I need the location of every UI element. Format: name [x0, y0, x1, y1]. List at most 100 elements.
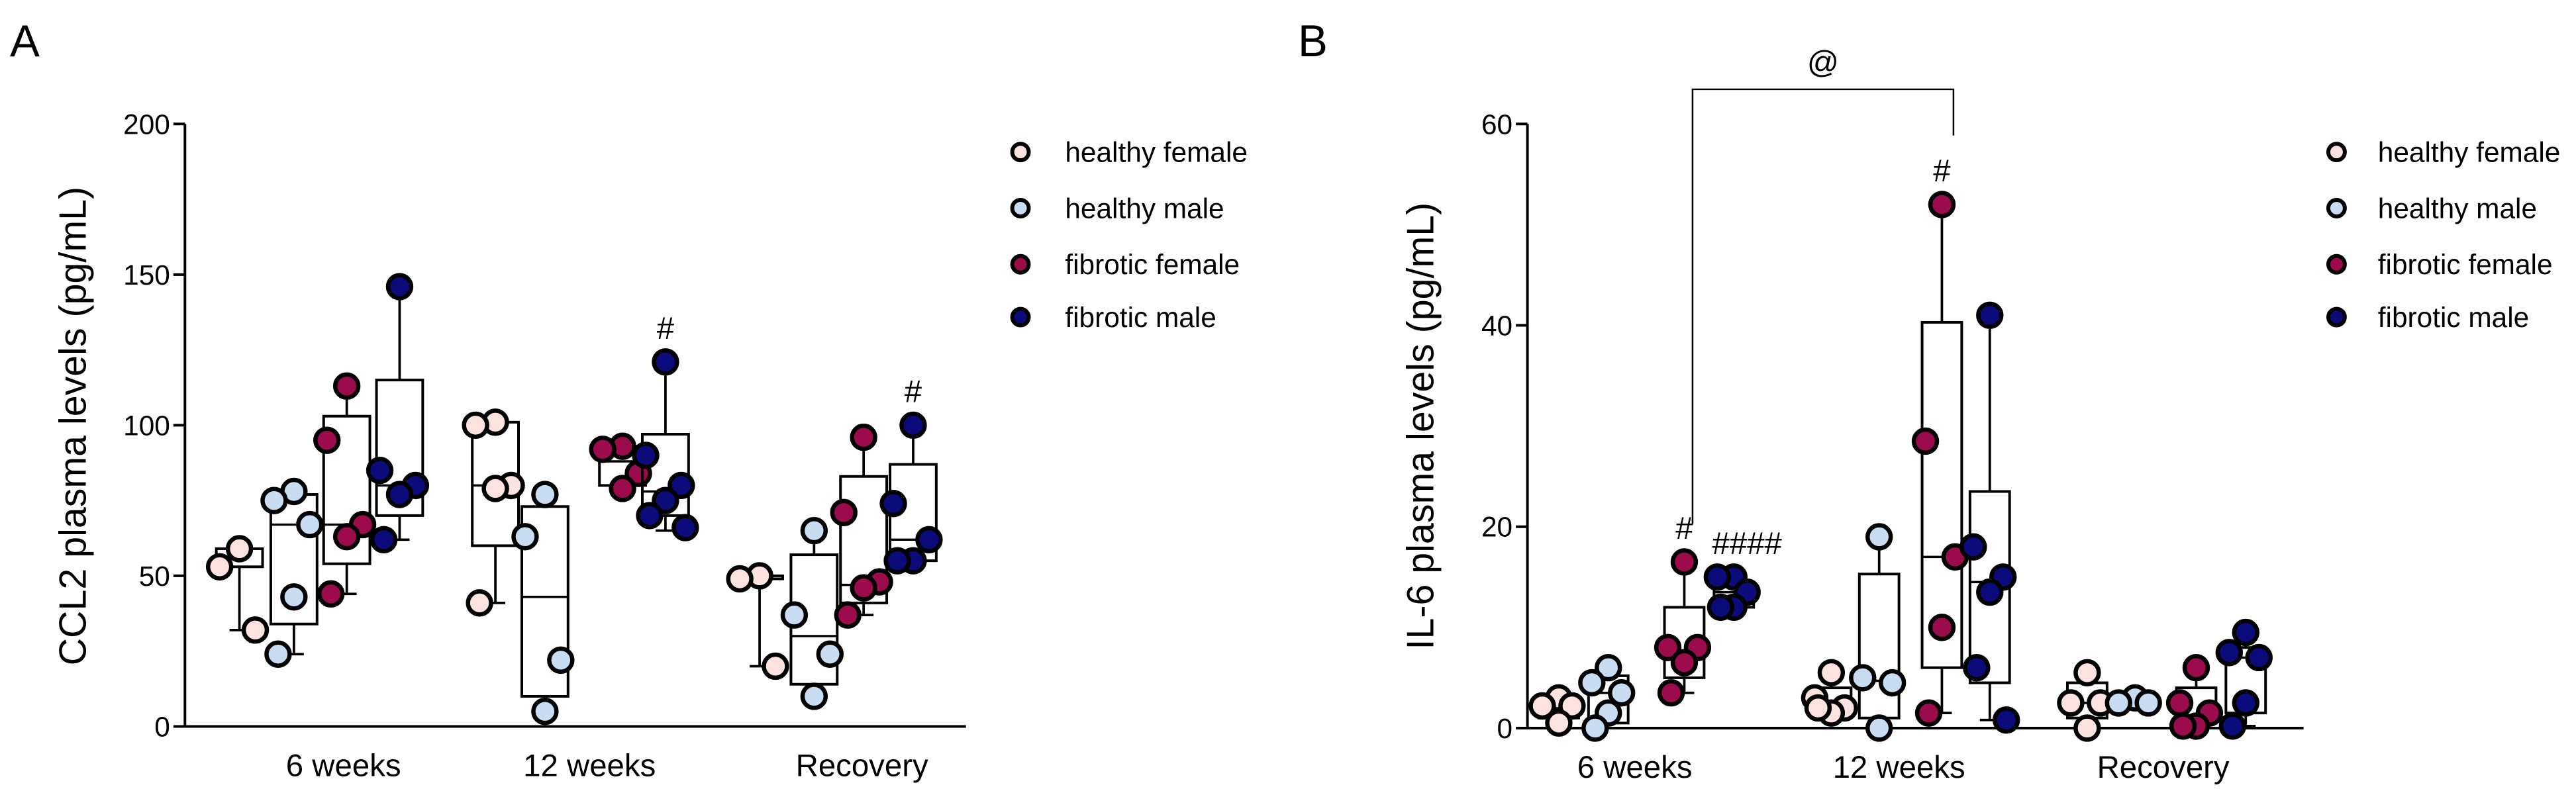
legend-marker: [1010, 198, 1031, 218]
data-point: [2105, 689, 2132, 717]
data-point: [1911, 427, 1940, 455]
data-point: [609, 475, 636, 502]
box-healthy-male: [260, 477, 324, 668]
data-point: [879, 490, 907, 518]
box-healthy-female: [2057, 659, 2114, 742]
y-tick-label: 40: [1481, 310, 1512, 341]
box-fibrotic-female: [1654, 548, 1712, 707]
legend-marker: [2326, 254, 2347, 275]
legend-label: fibrotic female: [2378, 249, 2553, 280]
data-point: [762, 652, 789, 680]
x-category-label: Recovery: [796, 748, 928, 783]
data-point: [317, 580, 345, 608]
panel-b-legend: healthy female healthy male fibrotic femal…: [2326, 137, 2561, 333]
data-point: [1849, 664, 1877, 692]
data-point: [296, 510, 324, 539]
data-point: [1928, 191, 1956, 218]
legend-item: fibrotic male: [2326, 302, 2529, 333]
legend-label: healthy female: [2378, 137, 2561, 168]
box-fibrotic-male: [1703, 563, 1761, 622]
box-fibrotic-male: [2215, 618, 2273, 740]
data-point: [462, 411, 489, 440]
data-point: [1578, 669, 1606, 697]
legend-marker: [1010, 306, 1031, 328]
data-point: [531, 481, 559, 508]
data-point: [780, 601, 809, 629]
data-point: [636, 502, 664, 530]
data-point: [1928, 614, 1956, 641]
data-point: [1865, 523, 1893, 551]
data-point: [830, 498, 858, 527]
box-healthy-male: [2105, 684, 2162, 717]
legend-label: fibrotic female: [1065, 249, 1240, 280]
data-point: [671, 514, 699, 541]
legend-marker: [2326, 142, 2347, 163]
box-fibrotic-female: [2165, 653, 2224, 740]
legend-marker: [2326, 306, 2347, 328]
data-point: [800, 516, 828, 545]
data-point: [726, 565, 754, 593]
data-point: [370, 526, 398, 554]
y-tick-label: 0: [1497, 713, 1513, 744]
box-healthy-male: [1849, 523, 1907, 742]
y-tick-label: 150: [123, 259, 170, 291]
data-point: [313, 426, 341, 454]
data-point: [260, 487, 288, 514]
data-point: [2073, 714, 2101, 742]
data-point: [280, 583, 308, 611]
x-category-label: 12 weeks: [1833, 750, 1965, 785]
data-point: [1976, 578, 2004, 606]
legend-item: fibrotic male: [1010, 302, 1216, 333]
y-tick-label: 60: [1481, 109, 1512, 140]
legend-label: healthy male: [2378, 193, 2537, 224]
data-point: [2245, 643, 2273, 672]
panel-a-letter: A: [10, 17, 40, 66]
box-fibrotic-female: [830, 423, 893, 629]
legend-item: fibrotic female: [1010, 249, 1240, 280]
data-point: [834, 601, 862, 629]
box-iqr: [839, 475, 889, 604]
y-tick-label: 20: [1481, 512, 1512, 543]
legend-marker: [2326, 198, 2347, 218]
data-point: [2182, 653, 2210, 682]
box-fibrotic-male: [879, 411, 943, 575]
legend-label: healthy female: [1065, 137, 1248, 168]
data-point: [1654, 633, 1682, 661]
data-point: [1528, 692, 1556, 720]
significance-annotation: #: [1933, 154, 1951, 189]
legend-item: healthy male: [2326, 193, 2537, 224]
data-point: [1817, 659, 1846, 686]
box-fibrotic-male: [632, 348, 699, 541]
data-point: [1959, 533, 1987, 561]
data-point: [652, 348, 679, 376]
data-point: [2232, 618, 2259, 647]
x-category-label: 6 weeks: [286, 748, 401, 783]
x-category-label: 12 weeks: [523, 748, 656, 783]
box-healthy-female: [205, 535, 270, 644]
data-point: [589, 436, 617, 463]
data-point: [366, 456, 394, 485]
data-point: [816, 640, 844, 668]
data-point: [632, 442, 660, 469]
data-point: [1657, 679, 1685, 707]
data-point: [2232, 689, 2259, 717]
data-point: [2134, 689, 2162, 717]
data-point: [225, 535, 254, 563]
data-point: [1545, 709, 1573, 737]
data-point: [1804, 694, 1832, 722]
panel-b-y-axis-label: IL-6 plasma levels (pg/mL): [1399, 203, 1442, 650]
data-point: [850, 574, 877, 602]
data-point: [800, 682, 828, 710]
legend-label: healthy male: [1065, 193, 1224, 224]
y-tick-label: 0: [154, 711, 170, 742]
legend-marker: [1010, 142, 1031, 163]
legend-item: healthy male: [1010, 193, 1224, 224]
data-point: [385, 273, 414, 301]
data-point: [205, 553, 234, 581]
data-point: [2215, 639, 2244, 667]
data-point: [481, 475, 509, 502]
data-point: [264, 640, 292, 668]
data-point: [2165, 689, 2194, 717]
